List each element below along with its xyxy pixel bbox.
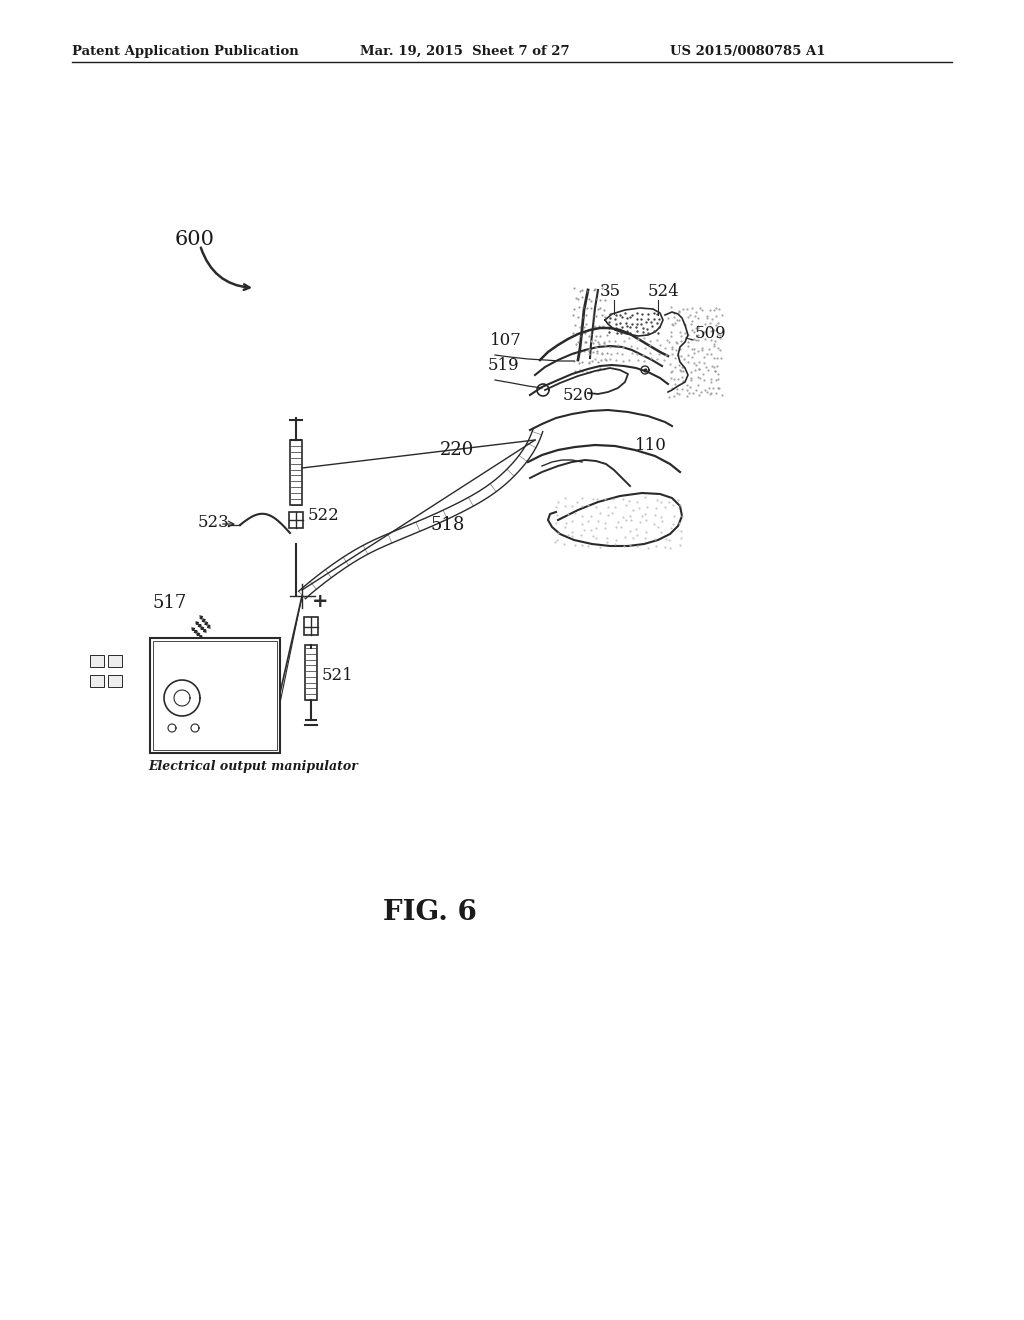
Text: 220: 220 (440, 441, 474, 459)
Text: FIG. 6: FIG. 6 (383, 899, 477, 927)
Text: 523: 523 (198, 513, 229, 531)
Text: Patent Application Publication: Patent Application Publication (72, 45, 299, 58)
Text: 522: 522 (308, 507, 340, 524)
FancyBboxPatch shape (90, 675, 104, 686)
Text: 35: 35 (600, 282, 622, 300)
FancyBboxPatch shape (90, 655, 104, 667)
Text: 107: 107 (490, 333, 522, 348)
FancyBboxPatch shape (108, 655, 122, 667)
Text: 524: 524 (648, 282, 680, 300)
Text: Electrical output manipulator: Electrical output manipulator (148, 760, 357, 774)
Text: 519: 519 (488, 356, 519, 374)
FancyBboxPatch shape (290, 440, 302, 506)
Text: +: + (312, 591, 329, 611)
Text: Mar. 19, 2015  Sheet 7 of 27: Mar. 19, 2015 Sheet 7 of 27 (360, 45, 569, 58)
FancyBboxPatch shape (304, 616, 318, 635)
Text: 517: 517 (152, 594, 186, 612)
Text: 518: 518 (430, 516, 464, 535)
Text: 521: 521 (322, 667, 353, 684)
Text: 110: 110 (635, 437, 667, 454)
FancyBboxPatch shape (150, 638, 280, 752)
Text: 600: 600 (175, 230, 215, 249)
Text: 509: 509 (695, 325, 727, 342)
Text: 520: 520 (563, 387, 595, 404)
Text: US 2015/0080785 A1: US 2015/0080785 A1 (670, 45, 825, 58)
FancyBboxPatch shape (289, 512, 303, 528)
FancyBboxPatch shape (305, 645, 317, 700)
FancyBboxPatch shape (108, 675, 122, 686)
